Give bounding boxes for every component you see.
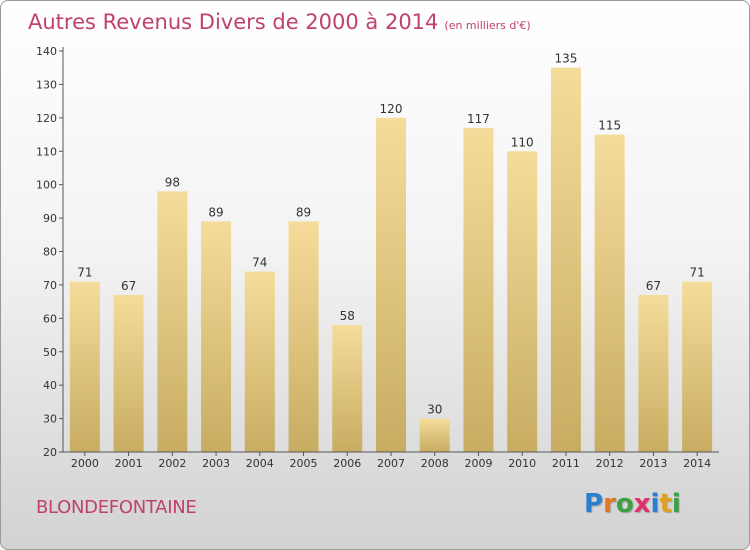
bar-2005 xyxy=(288,221,319,452)
bar-2002 xyxy=(157,191,188,452)
bar-2000 xyxy=(69,281,100,452)
y-tick-label: 60 xyxy=(43,312,57,325)
bar-value-label: 89 xyxy=(208,205,223,219)
y-tick-label: 120 xyxy=(36,112,57,125)
y-tick-label: 20 xyxy=(43,446,57,459)
bar-value-label: 98 xyxy=(165,175,180,189)
bar-2008 xyxy=(419,418,450,452)
x-tick-label: 2013 xyxy=(639,457,667,470)
y-tick-label: 100 xyxy=(36,179,57,192)
x-tick-label: 2012 xyxy=(596,457,624,470)
bar-value-label: 67 xyxy=(646,279,661,293)
chart-title-text: Autres Revenus Divers de 2000 à 2014 xyxy=(28,10,439,34)
bar-2003 xyxy=(201,221,232,452)
bar-value-label: 30 xyxy=(427,403,442,417)
x-tick-label: 2006 xyxy=(333,457,361,470)
y-tick-label: 110 xyxy=(36,145,57,158)
bar-2006 xyxy=(332,325,363,452)
bar-2010 xyxy=(507,151,538,452)
bar-value-label: 120 xyxy=(380,102,403,116)
bar-2013 xyxy=(638,294,669,452)
x-tick-label: 2004 xyxy=(246,457,274,470)
bar-value-label: 71 xyxy=(689,266,704,280)
x-tick-label: 2014 xyxy=(683,457,711,470)
bar-2011 xyxy=(550,67,581,452)
y-tick-label: 130 xyxy=(36,78,57,91)
y-tick-label: 40 xyxy=(43,379,57,392)
x-tick-label: 2010 xyxy=(508,457,536,470)
y-tick-label: 80 xyxy=(43,246,57,259)
y-tick-label: 30 xyxy=(43,413,57,426)
logo-letter: o xyxy=(615,489,634,519)
logo-letter: t xyxy=(659,489,672,519)
chart-title: Autres Revenus Divers de 2000 à 2014 (en … xyxy=(28,10,531,34)
bar-2004 xyxy=(244,271,275,452)
bar-2014 xyxy=(682,281,713,452)
bar-value-label: 67 xyxy=(121,279,136,293)
bar-2009 xyxy=(463,127,494,452)
bar-2012 xyxy=(594,134,625,452)
x-tick-label: 2011 xyxy=(552,457,580,470)
x-tick-label: 2009 xyxy=(464,457,492,470)
y-axis: 20 30 40 50 60 70 80 90 100 110 120 130 140 xyxy=(36,45,64,459)
x-tick-label: 2008 xyxy=(421,457,449,470)
bar-2007 xyxy=(376,117,406,452)
y-tick-label: 140 xyxy=(36,45,57,58)
bar-value-label: 58 xyxy=(340,309,355,323)
commune-name: BLONDEFONTAINE xyxy=(36,497,197,518)
x-tick-label: 2000 xyxy=(71,457,99,470)
logo-letter: i xyxy=(671,489,681,519)
chart-unit-note: (en milliers d'€) xyxy=(444,19,531,32)
x-tick-label: 2003 xyxy=(202,457,230,470)
x-axis: 2000 2001 2002 2003 2004 2005 2006 2007 2008 2009… xyxy=(63,451,719,470)
logo-letter: x xyxy=(633,489,651,519)
bar-2001 xyxy=(113,294,144,452)
x-tick-label: 2001 xyxy=(115,457,143,470)
bar-value-label: 115 xyxy=(598,119,621,133)
bars-group: 71 67 98 89 74 89 58 120 30 117 110 135 115 67 71 xyxy=(69,52,713,452)
x-tick-label: 2005 xyxy=(290,457,318,470)
y-tick-label: 70 xyxy=(43,279,57,292)
bar-value-label: 117 xyxy=(467,112,490,126)
bar-value-label: 89 xyxy=(296,205,311,219)
proxiti-logo: Proxiti xyxy=(584,489,681,519)
logo-letter: i xyxy=(650,489,660,519)
logo-letter: P xyxy=(584,489,604,519)
bar-value-label: 110 xyxy=(511,135,534,149)
y-tick-label: 50 xyxy=(43,346,57,359)
bar-value-label: 135 xyxy=(554,52,577,66)
logo-letter: r xyxy=(603,489,616,519)
x-tick-label: 2002 xyxy=(158,457,186,470)
x-tick-label: 2007 xyxy=(377,457,405,470)
y-tick-label: 90 xyxy=(43,212,57,225)
bar-value-label: 71 xyxy=(77,266,92,280)
bar-value-label: 74 xyxy=(252,256,267,270)
